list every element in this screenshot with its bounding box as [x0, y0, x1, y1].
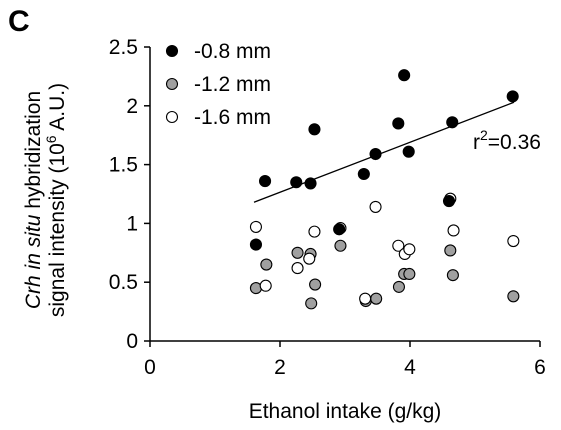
y-tick-label: 2: [126, 95, 138, 118]
x-tick-label: 6: [534, 356, 546, 379]
data-point-series-2: [291, 246, 304, 259]
data-point-series-3: [507, 234, 520, 248]
panel-label: C: [8, 5, 30, 38]
legend-label: -1.6 mm: [194, 106, 271, 129]
legend-marker: [165, 110, 179, 124]
data-point-series-3: [303, 252, 316, 265]
data-point-series-3: [403, 243, 416, 256]
y-tick-label: 0: [126, 330, 138, 353]
y-axis-label-line2: signal intensity (106 A.U.): [43, 83, 69, 317]
data-point-series-1: [258, 175, 272, 188]
legend-label: -0.8 mm: [194, 40, 271, 63]
data-point-series-2: [446, 269, 459, 282]
data-point-series-1: [446, 116, 459, 129]
data-point-series-1: [392, 117, 405, 130]
data-point-series-3: [392, 239, 405, 252]
data-point-series-1: [369, 147, 382, 161]
data-point-series-3: [359, 292, 372, 305]
data-point-series-1: [402, 145, 415, 158]
x-tick-label: 4: [404, 356, 416, 379]
data-point-series-3: [369, 200, 382, 213]
data-point-series-2: [249, 282, 262, 295]
y-ticks: 0 0.5 1 1.5 2 2.5: [109, 36, 150, 353]
data-point-series-2: [370, 292, 383, 305]
data-point-series-1: [357, 167, 370, 181]
y-axis-label-line1: Crh in situ hybridization: [22, 91, 45, 309]
data-point-series-2: [507, 290, 520, 303]
data-point-series-1: [442, 195, 456, 208]
data-point-series-2: [444, 244, 457, 257]
x-tick-label: 2: [274, 356, 286, 379]
data-point-series-2: [309, 278, 322, 291]
data-point-series-1: [333, 223, 346, 236]
data-points: [249, 69, 520, 310]
data-point-series-3: [291, 262, 304, 275]
x-tick-label: 0: [144, 356, 156, 379]
y-tick-label: 1: [126, 212, 138, 235]
data-point-series-2: [392, 280, 406, 293]
data-point-series-2: [305, 297, 318, 310]
data-point-series-1: [249, 238, 262, 251]
data-point-series-3: [259, 279, 272, 292]
legend-marker: [165, 77, 179, 91]
y-tick-label: 1.5: [109, 154, 138, 177]
data-point-series-3: [308, 225, 321, 238]
legend-marker: [165, 44, 179, 58]
data-point-series-1: [290, 176, 303, 189]
y-tick-label: 0.5: [109, 271, 138, 294]
data-point-series-1: [398, 69, 411, 82]
x-axis-label: Ethanol intake (g/kg): [249, 400, 442, 423]
y-axis-label: Crh in situ hybridization signal intensi…: [22, 83, 69, 317]
data-point-series-2: [334, 239, 347, 252]
data-point-series-1: [506, 90, 519, 103]
y-tick-label: 2.5: [109, 36, 138, 59]
data-point-series-2: [260, 258, 273, 271]
legend-label: -1.2 mm: [194, 73, 271, 96]
x-ticks: 0 2 4 6: [144, 341, 546, 379]
data-point-series-3: [447, 224, 460, 237]
data-point-series-3: [249, 220, 262, 233]
data-point-series-2: [403, 267, 416, 281]
r-squared-annotation: r2=0.36: [473, 127, 541, 154]
legend: -0.8 mm -1.2 mm -1.6 mm: [165, 40, 271, 129]
data-point-series-1: [304, 177, 317, 190]
data-point-series-1: [308, 123, 321, 136]
